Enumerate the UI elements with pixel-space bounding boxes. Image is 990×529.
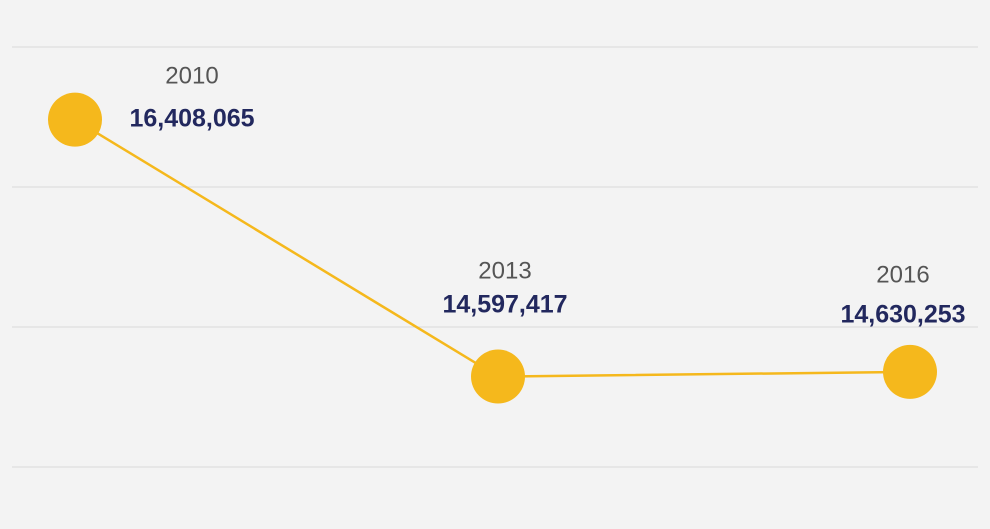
point xyxy=(48,92,102,147)
data-label: 14,597,417 xyxy=(442,291,567,319)
category-label: 2013 xyxy=(478,257,531,284)
category-label: 2016 xyxy=(876,261,929,288)
point xyxy=(883,344,937,399)
data-label: 16,408,065 xyxy=(129,105,254,133)
data-label: 14,630,253 xyxy=(840,301,965,329)
category-label: 2010 xyxy=(165,62,218,89)
point xyxy=(471,349,525,404)
